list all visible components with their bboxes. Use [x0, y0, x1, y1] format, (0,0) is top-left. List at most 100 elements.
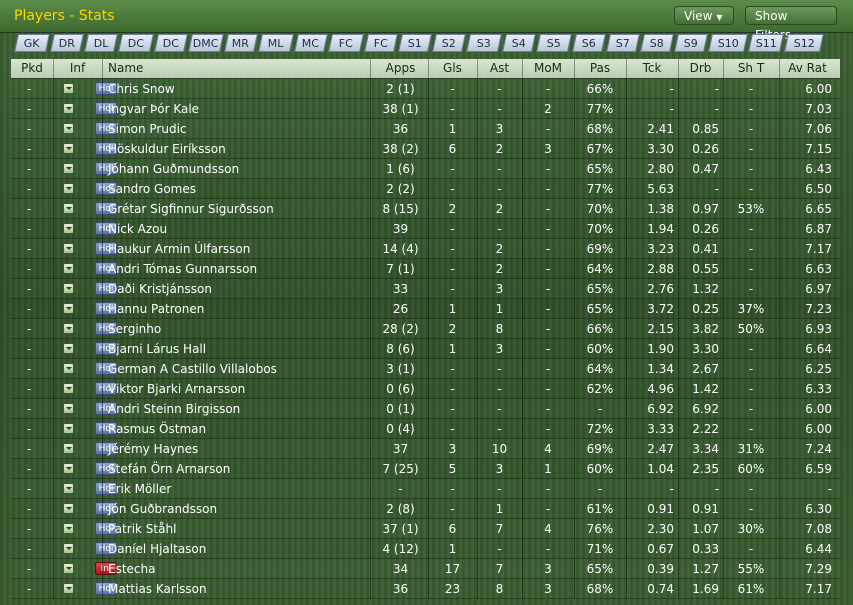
- player-name[interactable]: Jérémy Haynes: [108, 442, 199, 456]
- tab-mr[interactable]: MR: [224, 34, 258, 52]
- table-row[interactable]: - Hol Jón Guðbrandsson 2 (8) - 1 - 61% 0.91 0.91 -…: [11, 499, 840, 519]
- chevron-down-icon[interactable]: [63, 443, 74, 454]
- player-name[interactable]: Daníel Hjaltason: [108, 542, 207, 556]
- holiday-badge[interactable]: Hol: [95, 442, 117, 455]
- chevron-down-icon[interactable]: [63, 243, 74, 254]
- table-row[interactable]: - Hol Chris Snow 2 (1) - - - 66% - - - 6.00: [11, 79, 840, 99]
- tab-s7[interactable]: S7: [606, 34, 640, 52]
- tab-fc-1[interactable]: FC: [328, 34, 364, 52]
- table-row[interactable]: - Hol Bjarni Lárus Hall 8 (6) 1 3 - 60% 1.90 3.30…: [11, 339, 840, 359]
- player-name[interactable]: Bjarni Lárus Hall: [108, 342, 207, 356]
- chevron-down-icon[interactable]: [63, 523, 74, 534]
- tab-s12[interactable]: S12: [784, 34, 824, 52]
- holiday-badge[interactable]: Hol: [95, 362, 117, 375]
- holiday-badge[interactable]: Hol: [95, 162, 117, 175]
- holiday-badge[interactable]: Hol: [95, 262, 117, 275]
- table-row[interactable]: - Hol Daníel Hjaltason 4 (12) 1 - - 71% 0.67 0.33…: [11, 539, 840, 559]
- table-row[interactable]: - Inj Estecha 34 17 7 3 65% 0.39 1.27 55% 7.29: [11, 559, 840, 579]
- chevron-down-icon[interactable]: [63, 183, 74, 194]
- table-row[interactable]: - Hol Andri Steinn Birgisson 0 (1) - - - - 6.92 6…: [11, 399, 840, 419]
- player-name[interactable]: Nick Azou: [108, 222, 168, 236]
- header-mom[interactable]: MoM: [533, 61, 563, 75]
- tab-s2[interactable]: S2: [432, 34, 466, 52]
- holiday-badge[interactable]: Hol: [95, 502, 117, 515]
- chevron-down-icon[interactable]: [63, 343, 74, 354]
- holiday-badge[interactable]: Hol: [95, 462, 117, 475]
- player-name[interactable]: Viktor Bjarki Arnarsson: [108, 382, 246, 396]
- holiday-badge[interactable]: Hol: [95, 202, 117, 215]
- injury-badge[interactable]: Inj: [95, 562, 117, 575]
- chevron-down-icon[interactable]: [63, 143, 74, 154]
- table-row[interactable]: - Hol Simon Prudic 36 1 3 - 68% 2.41 0.85 - 7.06: [11, 119, 840, 139]
- chevron-down-icon[interactable]: [63, 583, 74, 594]
- player-name[interactable]: Andri Steinn Birgisson: [108, 402, 241, 416]
- player-name[interactable]: Jóhann Guðmundsson: [108, 162, 240, 176]
- holiday-badge[interactable]: Hol: [95, 402, 117, 415]
- header-tck[interactable]: Tck: [642, 61, 662, 75]
- table-row[interactable]: - Hol Nick Azou 39 - - - 70% 1.94 0.26 - 6.87: [11, 219, 840, 239]
- tab-dr[interactable]: DR: [50, 34, 84, 52]
- header-pkd[interactable]: Pkd: [21, 61, 43, 75]
- player-name[interactable]: Serginho: [108, 322, 162, 336]
- player-name[interactable]: Daði Kristjánsson: [108, 282, 212, 296]
- table-row[interactable]: - Hol Andri Tómas Gunnarsson 7 (1) - 2 - 64% 2.8…: [11, 259, 840, 279]
- table-row[interactable]: - Hol Haukur Armin Úlfarsson 14 (4) - 2 - 69% 3.…: [11, 239, 840, 259]
- table-row[interactable]: - Hol Ingvar Þór Kale 38 (1) - - 2 77% - - - 7.03: [11, 99, 840, 119]
- chevron-down-icon[interactable]: [63, 503, 74, 514]
- header-name[interactable]: Name: [108, 61, 144, 75]
- view-button[interactable]: View ▼: [674, 6, 734, 25]
- holiday-badge[interactable]: Hol: [95, 82, 117, 95]
- tab-s4[interactable]: S4: [502, 34, 536, 52]
- tab-ml[interactable]: ML: [258, 34, 294, 52]
- holiday-badge[interactable]: Hol: [95, 542, 117, 555]
- tab-dc-1[interactable]: DC: [118, 34, 154, 52]
- table-row[interactable]: - Hol Jérémy Haynes 37 3 10 4 69% 2.47 3.34 31% 7.2…: [11, 439, 840, 459]
- player-name[interactable]: Chris Snow: [108, 82, 175, 96]
- tab-fc-2[interactable]: FC: [364, 34, 398, 52]
- player-name[interactable]: Haukur Armin Úlfarsson: [108, 242, 251, 256]
- holiday-badge[interactable]: Hol: [95, 182, 117, 195]
- table-row[interactable]: - Hol Rasmus Östman 0 (4) - - - 72% 3.33 2.22 - 6.0…: [11, 419, 840, 439]
- holiday-badge[interactable]: Hol: [95, 382, 117, 395]
- tab-s11[interactable]: S11: [748, 34, 784, 52]
- player-name[interactable]: Mattias Karlsson: [108, 582, 207, 596]
- tab-dl[interactable]: DL: [84, 34, 118, 52]
- table-row[interactable]: - Hol Stefán Örn Arnarson 7 (25) 5 3 1 60% 1.04 2…: [11, 459, 840, 479]
- header-gls[interactable]: Gls: [443, 61, 462, 75]
- table-row[interactable]: - Hol Viktor Bjarki Arnarsson 0 (6) - - - 62% 4.…: [11, 379, 840, 399]
- holiday-badge[interactable]: Hol: [95, 342, 117, 355]
- player-name[interactable]: Stefán Örn Arnarson: [108, 462, 231, 476]
- tab-mc[interactable]: MC: [294, 34, 328, 52]
- table-row[interactable]: - Hol Daði Kristjánsson 33 - 3 - 65% 2.76 1.32 - 6.…: [11, 279, 840, 299]
- holiday-badge[interactable]: Hol: [95, 242, 117, 255]
- player-name[interactable]: Jón Guðbrandsson: [108, 502, 218, 516]
- tab-gk[interactable]: GK: [14, 34, 50, 52]
- tab-s10[interactable]: S10: [708, 34, 748, 52]
- header-ast[interactable]: Ast: [489, 61, 510, 75]
- chevron-down-icon[interactable]: [63, 123, 74, 134]
- chevron-down-icon[interactable]: [63, 463, 74, 474]
- holiday-badge[interactable]: Hol: [95, 482, 117, 495]
- player-name[interactable]: Rasmus Östman: [108, 422, 207, 436]
- holiday-badge[interactable]: Hol: [95, 522, 117, 535]
- holiday-badge[interactable]: Hol: [95, 582, 117, 595]
- header-sht[interactable]: Sh T: [737, 61, 765, 75]
- table-row[interactable]: - Hol Sandro Gomes 2 (2) - - - 77% 5.63 - - 6.50: [11, 179, 840, 199]
- chevron-down-icon[interactable]: [63, 563, 74, 574]
- chevron-down-icon[interactable]: [63, 223, 74, 234]
- table-row[interactable]: - Hol Mattias Karlsson 36 23 8 3 68% 0.74 1.69 61%…: [11, 579, 840, 599]
- player-name[interactable]: Estecha: [108, 562, 156, 576]
- player-name[interactable]: Ingvar Þór Kale: [108, 102, 200, 116]
- tab-s3[interactable]: S3: [466, 34, 502, 52]
- table-row[interactable]: - Hol Serginho 28 (2) 2 8 - 66% 2.15 3.82 50% 6.93: [11, 319, 840, 339]
- header-apps[interactable]: Apps: [385, 61, 416, 75]
- chevron-down-icon[interactable]: [63, 423, 74, 434]
- show-filters-button[interactable]: Show Filters: [745, 6, 837, 42]
- header-av-rat[interactable]: Av Rat: [788, 61, 827, 75]
- header-drb[interactable]: Drb: [689, 61, 712, 75]
- player-name[interactable]: Simon Prudic: [108, 122, 187, 136]
- tab-s1[interactable]: S1: [398, 34, 432, 52]
- chevron-down-icon[interactable]: [63, 83, 74, 94]
- player-name[interactable]: Höskuldur Eiríksson: [108, 142, 226, 156]
- table-row[interactable]: - Hol Erik Möller - - - - - - - - -: [11, 479, 840, 499]
